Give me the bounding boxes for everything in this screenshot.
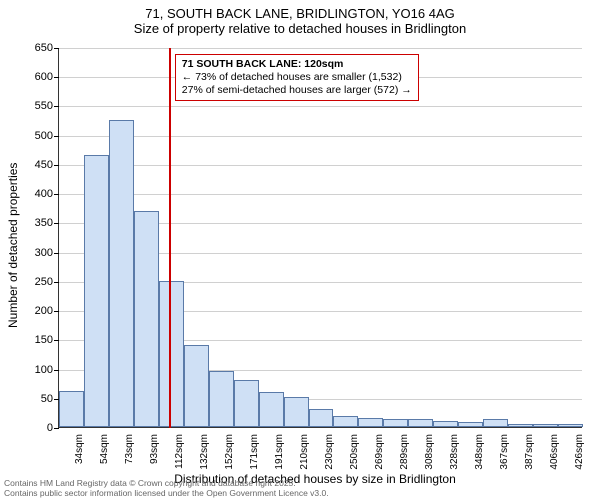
histogram-bar bbox=[458, 422, 483, 427]
callout-box: 71 SOUTH BACK LANE: 120sqm← 73% of detac… bbox=[175, 54, 419, 101]
gridline bbox=[59, 48, 582, 49]
histogram-bar bbox=[309, 409, 334, 427]
histogram-bar bbox=[284, 397, 309, 427]
y-tick-label: 450 bbox=[25, 159, 53, 171]
histogram-bar bbox=[109, 120, 134, 427]
callout-line1: 71 SOUTH BACK LANE: 120sqm bbox=[182, 58, 412, 71]
histogram-bar bbox=[558, 424, 583, 427]
histogram-bar bbox=[383, 419, 408, 427]
histogram-bar bbox=[84, 155, 109, 427]
y-tick bbox=[54, 165, 59, 166]
y-tick bbox=[54, 77, 59, 78]
y-axis-title: Number of detached properties bbox=[6, 163, 20, 328]
histogram-bar bbox=[508, 424, 533, 428]
y-tick bbox=[54, 370, 59, 371]
histogram-bar bbox=[209, 371, 234, 427]
chart-container: 71, SOUTH BACK LANE, BRIDLINGTON, YO16 4… bbox=[0, 0, 600, 500]
disclaimer-line2: Contains public sector information licen… bbox=[4, 489, 329, 498]
y-tick-label: 300 bbox=[25, 247, 53, 259]
reference-line bbox=[169, 48, 171, 428]
y-tick-label: 250 bbox=[25, 276, 53, 288]
gridline bbox=[59, 165, 582, 166]
y-tick bbox=[54, 106, 59, 107]
histogram-bar bbox=[408, 419, 433, 427]
y-tick bbox=[54, 340, 59, 341]
gridline bbox=[59, 106, 582, 107]
y-tick bbox=[54, 282, 59, 283]
chart-title-line2: Size of property relative to detached ho… bbox=[0, 21, 600, 36]
chart-plot-area: 0501001502002503003504004505005506006503… bbox=[58, 48, 582, 428]
histogram-bar bbox=[159, 281, 184, 427]
histogram-bar bbox=[184, 345, 209, 427]
y-tick-label: 600 bbox=[25, 71, 53, 83]
callout-line2: ← 73% of detached houses are smaller (1,… bbox=[182, 71, 412, 84]
y-tick-label: 100 bbox=[25, 364, 53, 376]
callout-line3: 27% of semi-detached houses are larger (… bbox=[182, 84, 412, 97]
histogram-bar bbox=[483, 419, 508, 427]
y-tick-label: 350 bbox=[25, 217, 53, 229]
y-tick-label: 550 bbox=[25, 100, 53, 112]
y-tick bbox=[54, 194, 59, 195]
y-tick-label: 0 bbox=[25, 422, 53, 434]
y-tick bbox=[54, 48, 59, 49]
histogram-bar bbox=[433, 421, 458, 427]
y-tick bbox=[54, 311, 59, 312]
y-tick-label: 650 bbox=[25, 42, 53, 54]
y-tick-label: 50 bbox=[25, 393, 53, 405]
disclaimer: Contains HM Land Registry data © Crown c… bbox=[4, 479, 329, 498]
y-tick-label: 200 bbox=[25, 305, 53, 317]
histogram-bar bbox=[333, 416, 358, 427]
y-tick bbox=[54, 428, 59, 429]
y-tick bbox=[54, 223, 59, 224]
y-tick-label: 150 bbox=[25, 334, 53, 346]
histogram-bar bbox=[234, 380, 259, 427]
histogram-bar bbox=[358, 418, 383, 427]
y-tick-label: 400 bbox=[25, 188, 53, 200]
gridline bbox=[59, 194, 582, 195]
histogram-bar bbox=[134, 211, 159, 427]
y-tick bbox=[54, 253, 59, 254]
histogram-bar bbox=[59, 391, 84, 427]
histogram-bar bbox=[533, 424, 558, 427]
gridline bbox=[59, 136, 582, 137]
histogram-bar bbox=[259, 392, 284, 427]
y-tick bbox=[54, 136, 59, 137]
y-tick-label: 500 bbox=[25, 130, 53, 142]
chart-title-line1: 71, SOUTH BACK LANE, BRIDLINGTON, YO16 4… bbox=[0, 0, 600, 21]
